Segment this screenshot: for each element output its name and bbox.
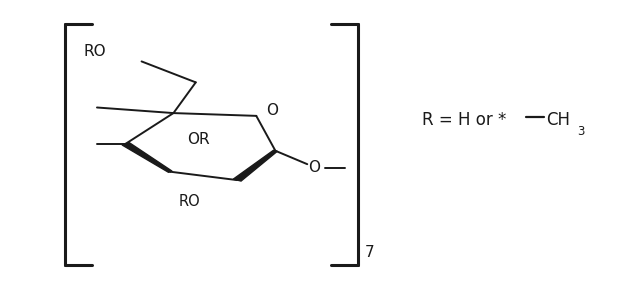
Text: OR: OR	[188, 132, 211, 147]
Text: CH: CH	[546, 111, 570, 129]
Text: RO: RO	[84, 44, 106, 59]
Text: R = H or *: R = H or *	[422, 111, 506, 129]
Polygon shape	[122, 143, 172, 172]
Text: RO: RO	[179, 194, 200, 209]
Text: O: O	[266, 103, 278, 118]
Text: O: O	[308, 160, 319, 175]
Text: 3: 3	[577, 125, 584, 138]
Polygon shape	[234, 150, 277, 181]
Text: 7: 7	[365, 245, 374, 260]
